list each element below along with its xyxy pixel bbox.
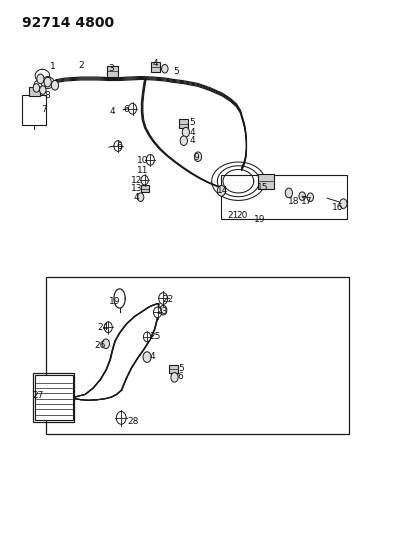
Circle shape xyxy=(102,339,109,349)
Text: 11: 11 xyxy=(137,166,148,175)
Text: 21: 21 xyxy=(227,211,238,220)
Circle shape xyxy=(162,64,168,73)
Text: 8: 8 xyxy=(45,92,50,100)
Circle shape xyxy=(180,136,187,146)
Circle shape xyxy=(104,322,112,333)
Circle shape xyxy=(37,74,44,84)
Circle shape xyxy=(128,103,137,114)
Circle shape xyxy=(33,84,40,92)
Circle shape xyxy=(137,193,144,201)
Text: 10: 10 xyxy=(137,156,148,165)
Circle shape xyxy=(194,152,202,161)
Text: 22: 22 xyxy=(162,295,173,304)
Text: 5: 5 xyxy=(189,118,195,127)
Bar xyxy=(179,119,188,128)
Bar xyxy=(29,87,40,96)
Text: 1: 1 xyxy=(50,62,55,70)
Text: 4: 4 xyxy=(189,136,195,145)
Text: 18: 18 xyxy=(288,197,299,206)
Circle shape xyxy=(141,175,148,185)
Text: 20: 20 xyxy=(237,211,248,220)
Circle shape xyxy=(340,199,347,208)
Circle shape xyxy=(116,411,126,424)
Circle shape xyxy=(143,332,151,342)
Text: 4: 4 xyxy=(109,108,115,116)
Bar xyxy=(169,365,178,373)
Text: 19: 19 xyxy=(109,297,121,305)
Bar xyxy=(221,175,347,219)
Text: 24: 24 xyxy=(97,324,109,332)
Text: 7: 7 xyxy=(41,106,46,114)
Text: 13: 13 xyxy=(131,184,142,193)
Circle shape xyxy=(299,192,305,200)
Text: 6: 6 xyxy=(117,142,122,150)
Text: 14: 14 xyxy=(217,186,229,195)
Circle shape xyxy=(159,293,168,304)
Bar xyxy=(107,66,118,77)
Text: 16: 16 xyxy=(332,204,343,212)
Text: 9: 9 xyxy=(194,154,199,162)
Text: 23: 23 xyxy=(156,308,167,316)
Circle shape xyxy=(285,188,292,198)
Text: 12: 12 xyxy=(131,176,142,184)
Text: 27: 27 xyxy=(33,391,44,400)
Text: 17: 17 xyxy=(301,197,312,206)
Circle shape xyxy=(44,77,51,87)
Text: 6: 6 xyxy=(123,105,129,114)
Text: 92714 4800: 92714 4800 xyxy=(22,16,114,30)
Text: 3: 3 xyxy=(108,64,114,73)
Bar xyxy=(141,185,149,192)
Text: 25: 25 xyxy=(150,333,161,341)
Circle shape xyxy=(40,86,46,94)
Text: 4: 4 xyxy=(189,128,195,136)
Bar xyxy=(33,373,74,422)
Circle shape xyxy=(114,141,122,151)
Circle shape xyxy=(171,373,178,382)
Circle shape xyxy=(307,193,314,201)
Text: 5: 5 xyxy=(173,67,179,76)
Text: 15: 15 xyxy=(257,183,268,192)
Text: 19: 19 xyxy=(255,215,266,224)
Circle shape xyxy=(182,127,189,137)
Circle shape xyxy=(160,305,167,315)
Circle shape xyxy=(154,307,162,318)
Circle shape xyxy=(217,185,225,196)
Bar xyxy=(46,277,349,434)
Bar xyxy=(258,174,274,189)
Text: 6: 6 xyxy=(177,372,183,381)
Text: 5: 5 xyxy=(178,365,184,373)
Text: 4: 4 xyxy=(153,60,158,68)
Circle shape xyxy=(143,352,151,362)
Text: 26: 26 xyxy=(95,341,106,350)
Bar xyxy=(35,375,73,420)
Bar xyxy=(151,62,160,72)
Text: 4: 4 xyxy=(150,352,156,360)
Circle shape xyxy=(146,155,154,165)
Bar xyxy=(22,95,46,125)
Text: 2: 2 xyxy=(78,61,84,69)
Text: 28: 28 xyxy=(128,417,139,425)
Text: 4: 4 xyxy=(134,193,139,201)
Circle shape xyxy=(51,80,59,90)
